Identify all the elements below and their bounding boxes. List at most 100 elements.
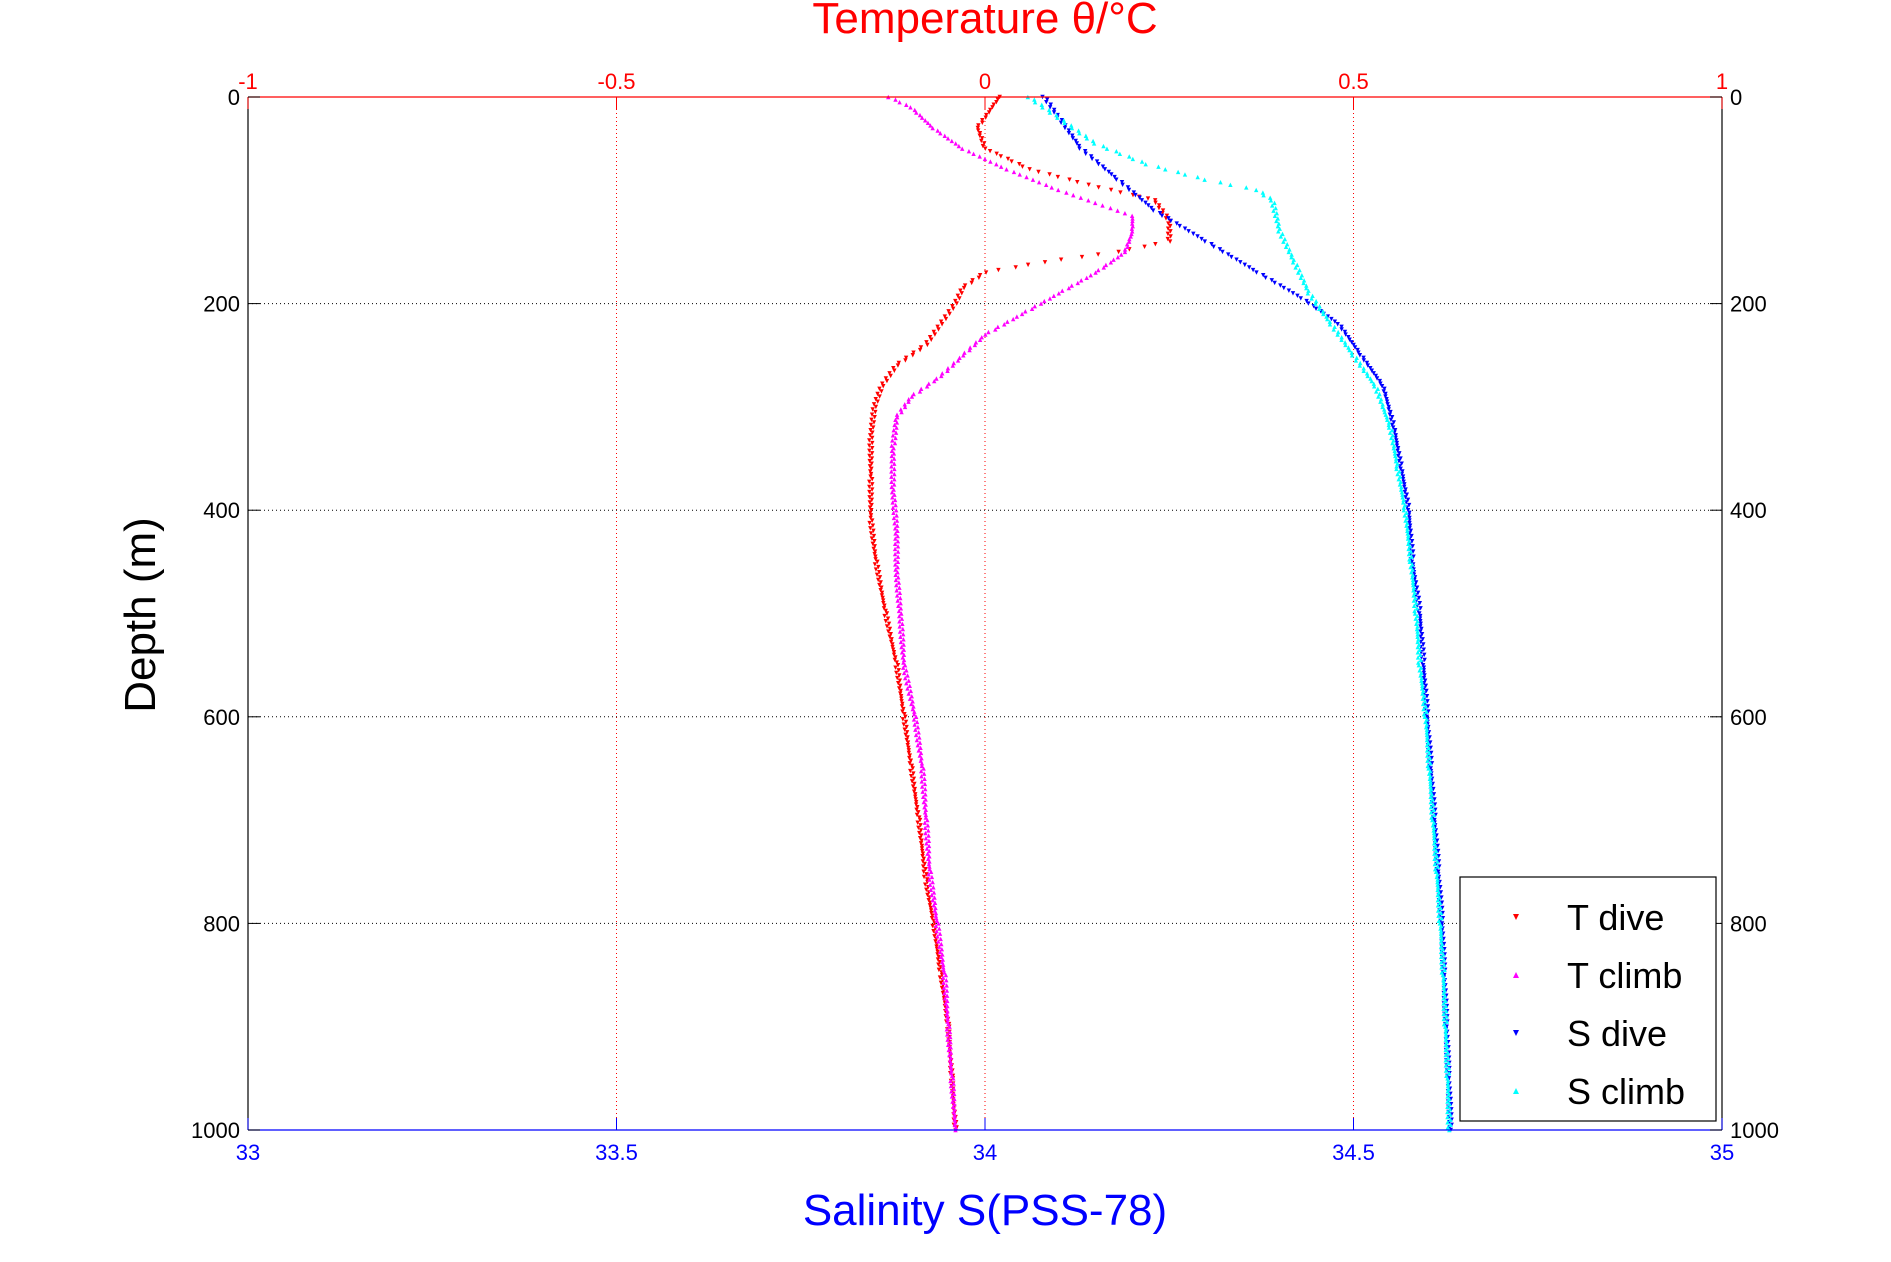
data-point: [930, 897, 935, 903]
data-point: [1431, 792, 1437, 797]
data-point: [877, 582, 882, 588]
data-point: [867, 479, 872, 484]
data-point: [1269, 278, 1274, 283]
data-point: [1295, 293, 1300, 299]
data-point: [893, 417, 898, 423]
data-point: [937, 975, 943, 980]
data-point: [929, 337, 934, 342]
data-point: [1093, 270, 1098, 275]
data-point: [1432, 833, 1437, 838]
data-point: [934, 928, 939, 934]
data-point: [870, 541, 875, 546]
data-point: [994, 161, 999, 167]
data-point: [925, 342, 930, 348]
data-point: [938, 954, 944, 960]
legend-label: S dive: [1567, 1013, 1667, 1054]
data-point: [913, 727, 918, 732]
data-point: [867, 443, 872, 448]
data-point: [1111, 257, 1116, 262]
data-point: [868, 526, 873, 531]
data-point: [931, 885, 936, 890]
data-point: [1420, 696, 1425, 701]
data-point: [891, 446, 896, 451]
data-point: [891, 515, 897, 521]
data-point: [926, 843, 932, 849]
left-tick-label: 400: [203, 498, 240, 523]
data-point: [889, 458, 894, 464]
data-point: [1109, 172, 1114, 177]
data-point: [1439, 959, 1444, 965]
data-point: [1415, 590, 1421, 596]
data-point: [1272, 213, 1278, 218]
data-point: [1400, 500, 1406, 505]
data-point: [1426, 709, 1431, 714]
data-point: [1445, 1083, 1451, 1089]
data-point: [995, 97, 1000, 102]
data-point: [1306, 301, 1311, 306]
data-point: [867, 495, 872, 500]
data-point: [1271, 208, 1276, 213]
data-point: [1349, 340, 1354, 345]
data-point: [1119, 252, 1124, 257]
data-point: [1282, 236, 1288, 242]
data-point: [898, 691, 903, 696]
data-point: [894, 513, 899, 518]
data-point: [1418, 652, 1423, 658]
data-point: [1421, 675, 1427, 681]
data-point: [1027, 167, 1032, 172]
data-point: [1416, 662, 1421, 668]
data-point: [1048, 102, 1053, 107]
data-point: [966, 149, 972, 154]
data-point: [1400, 469, 1405, 474]
data-point: [1413, 595, 1418, 601]
data-point: [1437, 895, 1442, 900]
data-point: [937, 926, 942, 931]
data-point: [867, 464, 873, 469]
data-point: [1130, 156, 1136, 162]
data-point: [1390, 440, 1395, 446]
data-point: [912, 722, 917, 727]
data-point: [903, 732, 908, 738]
data-point: [936, 954, 941, 960]
data-point: [1343, 332, 1348, 337]
data-point: [924, 887, 929, 893]
data-point: [919, 846, 925, 851]
data-point: [1199, 236, 1204, 242]
data-point: [894, 588, 899, 593]
data-point: [892, 541, 898, 546]
series-t-climb: [886, 94, 1135, 1133]
data-point: [1043, 182, 1049, 188]
data-point: [1432, 817, 1437, 823]
data-point: [880, 598, 886, 603]
data-point: [1443, 1027, 1449, 1032]
data-point: [1014, 314, 1020, 319]
data-point: [936, 967, 942, 973]
data-point: [893, 531, 898, 536]
data-point: [902, 402, 907, 407]
data-point: [867, 448, 872, 454]
data-point: [1317, 306, 1322, 311]
data-point: [1349, 353, 1355, 358]
data-point: [1439, 895, 1444, 900]
data-point: [927, 866, 932, 872]
data-point: [1405, 526, 1410, 531]
data-point: [1268, 198, 1274, 203]
data-point: [914, 812, 920, 818]
data-point: [1017, 161, 1022, 167]
data-point: [895, 564, 900, 570]
data-point: [983, 332, 988, 337]
data-point: [1122, 211, 1128, 216]
data-point: [892, 492, 897, 497]
data-point: [906, 678, 911, 683]
data-point: [1062, 120, 1067, 126]
data-point: [1032, 99, 1038, 105]
data-point: [1368, 365, 1373, 371]
data-point: [895, 569, 900, 575]
data-point: [1441, 975, 1447, 980]
data-point: [925, 817, 930, 823]
legend-box: [1459, 876, 1717, 1122]
data-point: [1091, 141, 1097, 146]
data-point: [928, 908, 934, 913]
data-point: [1079, 278, 1084, 283]
data-point: [1438, 934, 1444, 939]
